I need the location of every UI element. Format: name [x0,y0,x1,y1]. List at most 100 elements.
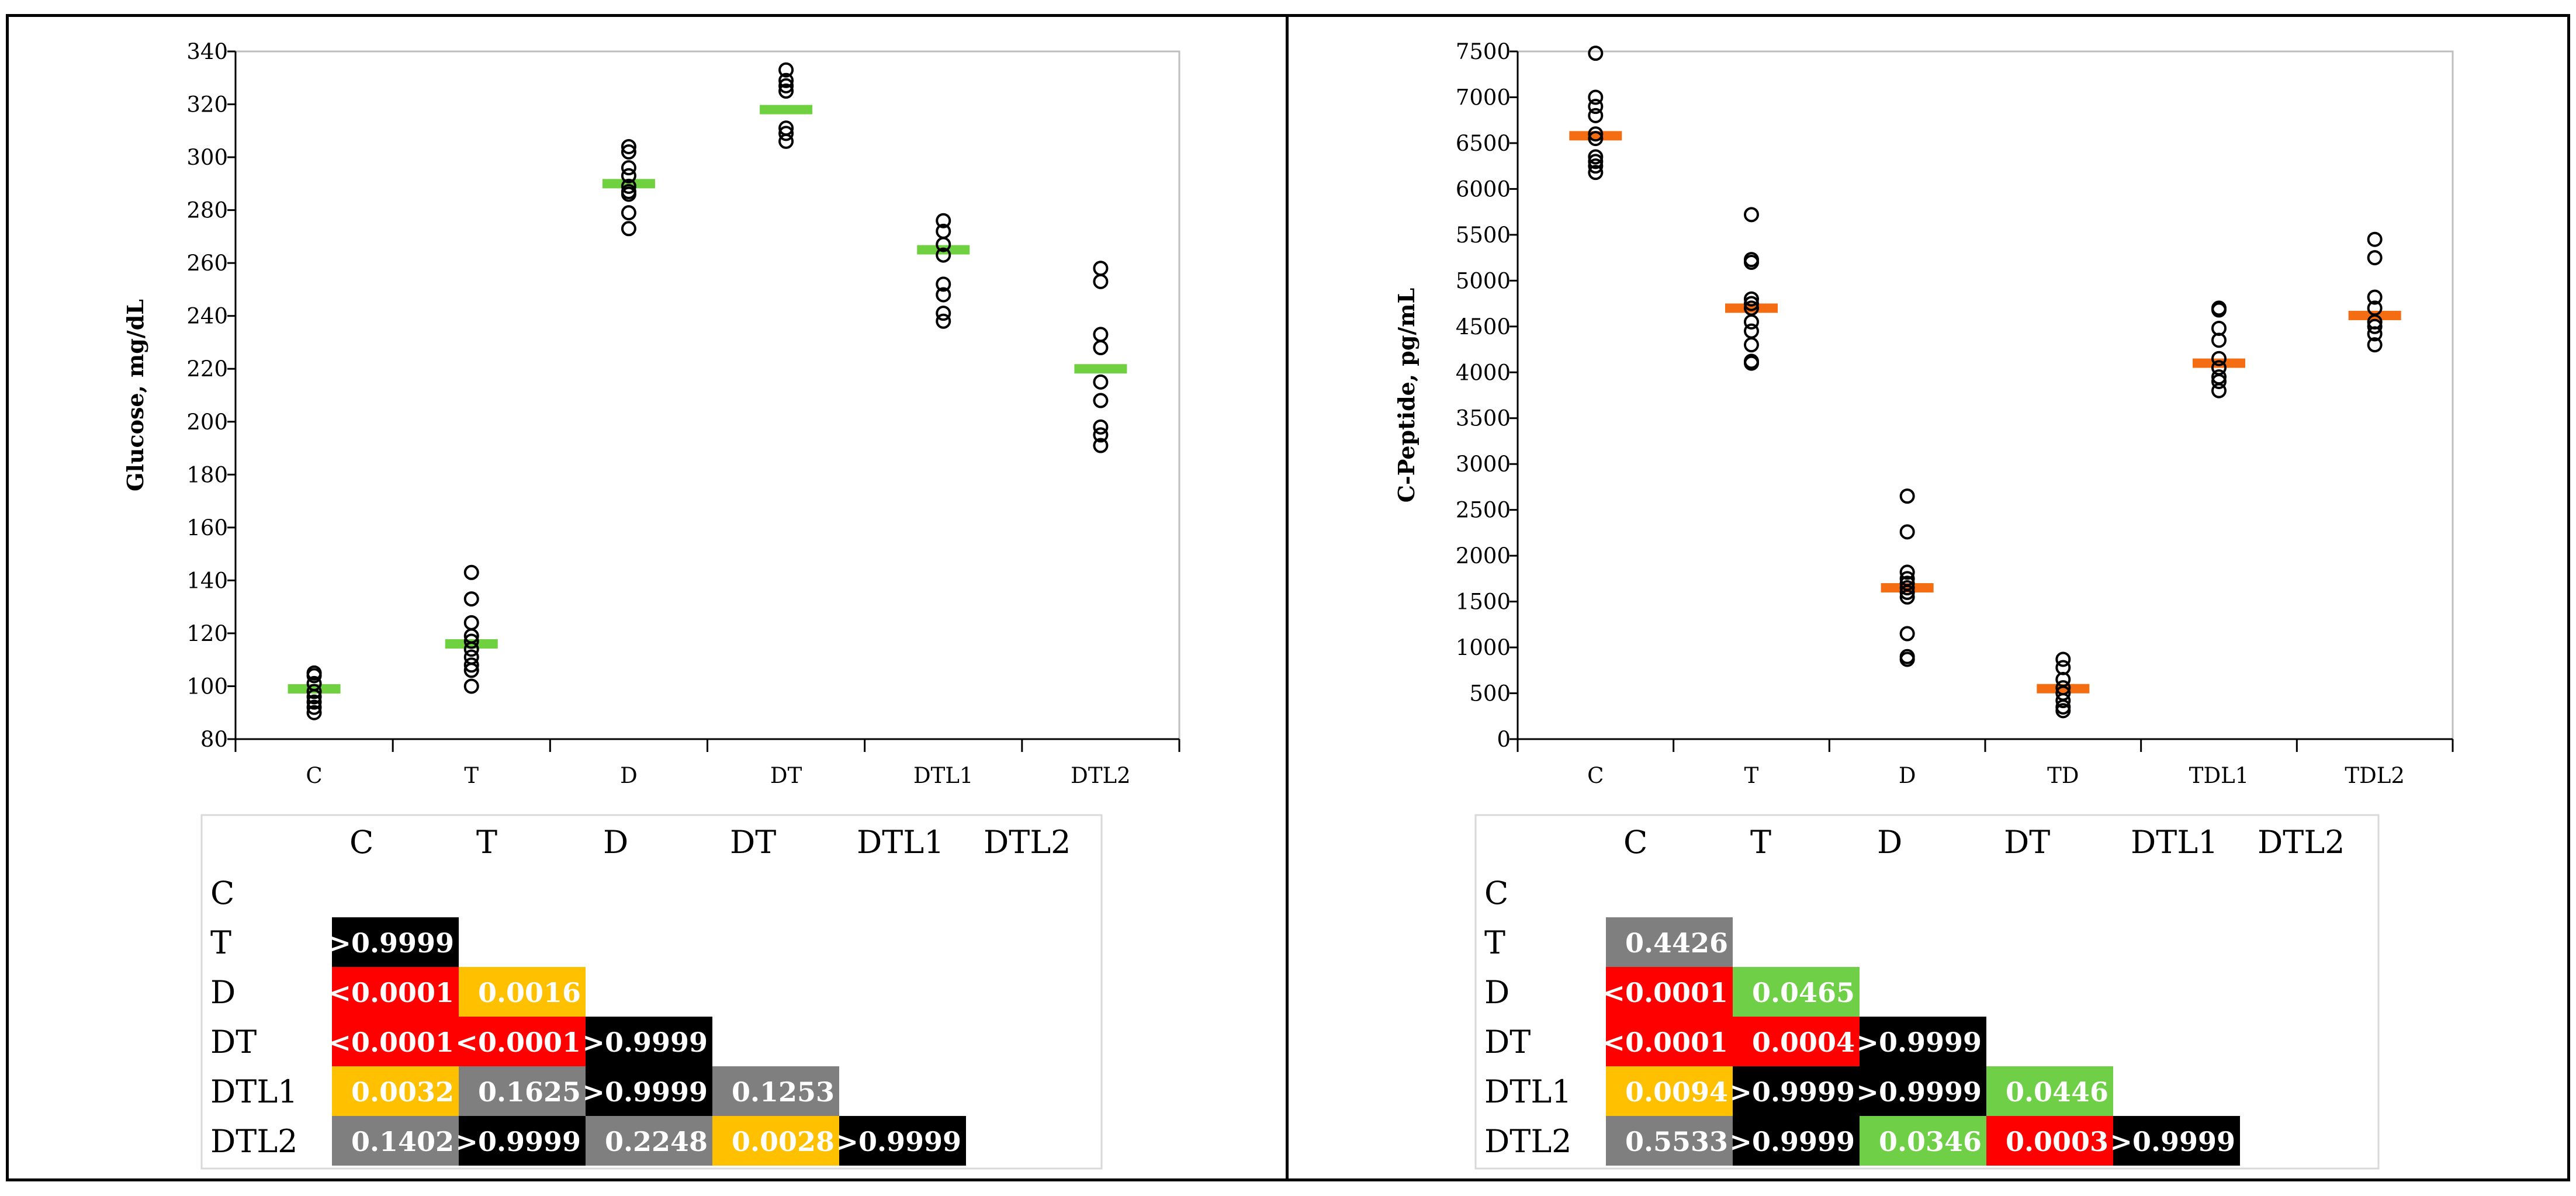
cpeptide-data-point [2367,289,2383,305]
cpeptide-table-cell-value: >0.9999 [1729,1076,1855,1108]
glucose-data-point [778,78,794,93]
glucose-table-cell [712,1116,839,1166]
glucose-data-point [621,138,636,154]
cpeptide-x-tick-label: TDL1 [2189,763,2249,788]
cpeptide-data-point [2367,318,2383,334]
cpeptide-y-axis-title: C-Peptide, pg/mL [1393,288,1419,502]
cpeptide-y-tick-label: 2500 [1456,498,1511,523]
cpeptide-data-point [1899,589,1915,605]
glucose-table-cell-value: >0.9999 [582,1076,708,1108]
glucose-table-column-header: T [476,824,497,861]
glucose-y-tick-label: 220 [186,356,228,382]
glucose-data-point [1093,427,1109,443]
glucose-table-row-header: D [210,974,236,1011]
cpeptide-table-row-header: DT [1484,1024,1531,1060]
glucose-table-cell-value: <0.0001 [328,1027,454,1058]
cpeptide-data-point [1899,580,1915,596]
cpeptide-table-column-header: DTL2 [2258,824,2345,861]
glucose-y-tick-label: 180 [186,462,228,487]
glucose-mean-bar [1074,364,1127,374]
cpeptide-table-cell-value: 0.0004 [1752,1027,1855,1058]
cpeptide-mean-bar [1725,303,1778,313]
glucose-table-cell [712,1066,839,1116]
cpeptide-data-point [1744,207,1759,223]
cpeptide-data-point [1588,131,1604,147]
glucose-table-cell [586,1066,712,1116]
cpeptide-table-cell [1606,967,1733,1017]
cpeptide-x-tick-label: TD [2047,763,2079,788]
cpeptide-table-cell [1606,917,1733,967]
cpeptide-data-point [1588,126,1604,142]
cpeptide-plot-area [1516,50,2454,740]
glucose-data-point [778,126,794,141]
cpeptide-data-point [1744,314,1759,330]
cpeptide-mean-bar [1569,131,1622,141]
panel-divider [1286,14,1289,1181]
glucose-y-tick-label: 120 [186,621,228,646]
glucose-table-cell [586,1116,712,1166]
cpeptide-data-point [1744,323,1759,339]
cpeptide-table-cell-value: >0.9999 [1729,1126,1855,1157]
glucose-table-column-header: C [349,824,373,861]
cpeptide-y-tick-label: 6000 [1456,176,1511,202]
cpeptide-table-cell [1606,1017,1733,1066]
glucose-plot-area [234,50,1180,740]
glucose-data-point [306,689,322,705]
cpeptide-data-point [2055,651,2071,667]
glucose-mean-bar [602,179,655,189]
glucose-y-tick-label: 80 [200,727,228,752]
glucose-data-point [936,313,951,329]
cpeptide-data-point [2211,373,2227,389]
cpeptide-data-point [1588,99,1604,115]
glucose-data-point [621,144,636,160]
glucose-x-tick-label: DTL1 [913,763,973,788]
cpeptide-table-row-header: DTL1 [1484,1073,1572,1110]
glucose-data-point [936,247,951,263]
glucose-x-tick-label: D [620,763,638,788]
glucose-table-cell [332,1017,459,1066]
glucose-x-tick-label: C [306,763,322,788]
cpeptide-y-tick-label: 4500 [1456,314,1511,339]
glucose-table-cell-value: 0.0016 [478,977,581,1008]
glucose-data-point [621,160,636,176]
glucose-table-cell [332,917,459,967]
cpeptide-table-cell [1733,1017,1860,1066]
glucose-data-point [306,699,322,715]
cpeptide-data-point [2211,332,2227,348]
cpeptide-y-tick-label: 5000 [1456,268,1511,293]
cpeptide-table-cell [1860,1116,1986,1166]
glucose-data-point [621,221,636,237]
cpeptide-x-tick-label: TDL2 [2345,763,2404,788]
cpeptide-table-column-header: T [1750,824,1771,861]
cpeptide-table-column-header: DT [2004,824,2050,861]
glucose-y-tick-label: 240 [186,304,228,329]
glucose-x-tick-label: DTL2 [1071,763,1130,788]
glucose-table-frame [200,814,1103,1170]
glucose-data-point [1093,340,1109,356]
cpeptide-x-tick-label: C [1587,763,1604,788]
cpeptide-table-cell [1606,1116,1733,1166]
cpeptide-data-point [1744,337,1759,353]
glucose-table-row-header: DTL1 [210,1073,298,1110]
glucose-table-cell-value: 0.1625 [478,1076,581,1108]
cpeptide-table-cell-value: <0.0001 [1602,1027,1728,1058]
glucose-data-point [463,564,479,580]
glucose-data-point [463,633,479,649]
glucose-table-row-header: DTL2 [210,1123,298,1160]
glucose-data-point [1093,393,1109,408]
glucose-data-point [306,705,322,720]
glucose-table-column-header: D [603,824,628,861]
glucose-data-point [463,678,479,694]
cpeptide-table-row-header: DTL2 [1484,1123,1572,1160]
glucose-table-cell-value: 0.1402 [351,1126,454,1157]
cpeptide-data-point [1588,158,1604,174]
cpeptide-table-cell-value: 0.4426 [1625,927,1728,959]
cpeptide-data-point [2367,326,2383,342]
glucose-table-cell-value: 0.0028 [732,1126,835,1157]
cpeptide-table-row-header: D [1484,974,1509,1011]
glucose-y-tick-label: 140 [186,568,228,593]
glucose-data-point [463,591,479,607]
cpeptide-table-cell-value: 0.0446 [2006,1076,2108,1108]
